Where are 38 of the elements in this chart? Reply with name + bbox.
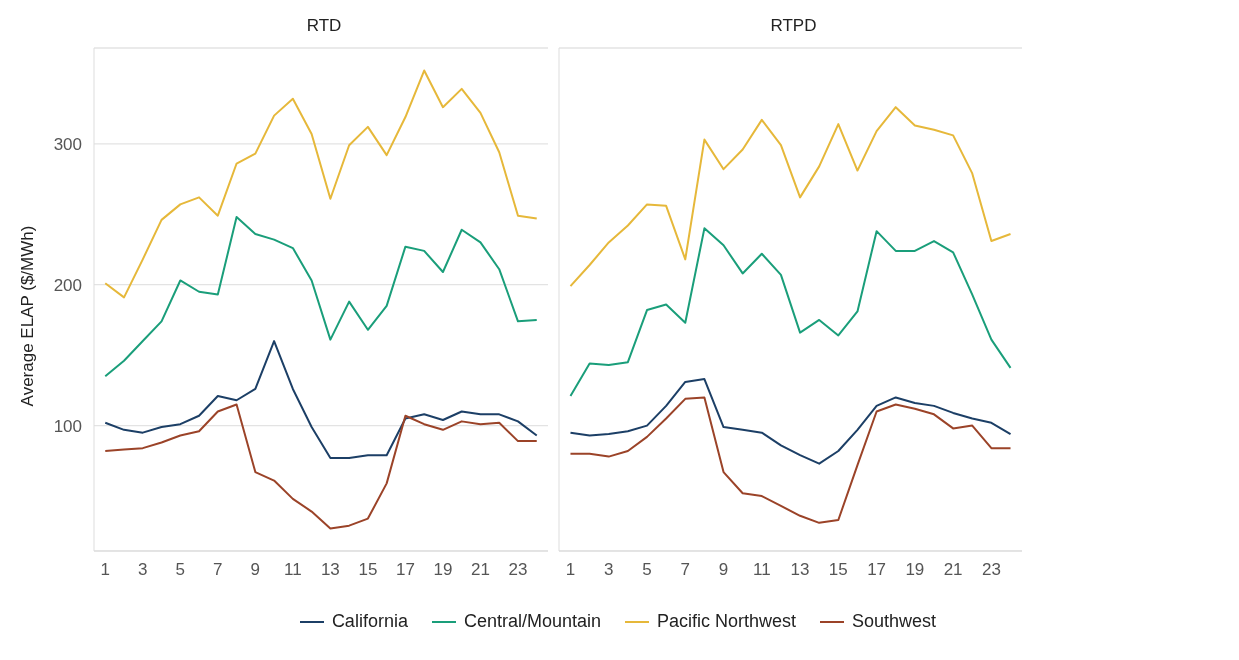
x-tick-label: 5 bbox=[642, 560, 652, 580]
line-series bbox=[104, 216, 538, 378]
y-tick-label: 300 bbox=[53, 134, 82, 154]
x-tick-label: 3 bbox=[138, 560, 148, 580]
legend-label: Pacific Northwest bbox=[657, 611, 797, 632]
x-tick-label: 9 bbox=[250, 560, 261, 580]
x-tick-label: 7 bbox=[680, 560, 691, 580]
x-tick-label: 11 bbox=[752, 560, 771, 580]
x-tick-label: 5 bbox=[175, 560, 186, 580]
x-tick-label: 17 bbox=[867, 560, 887, 580]
x-tick-label: 13 bbox=[320, 560, 340, 580]
y-tick-label: 200 bbox=[53, 275, 82, 295]
legend-label: California bbox=[331, 611, 408, 632]
line-series bbox=[104, 69, 538, 299]
x-tick-label: 21 bbox=[471, 560, 490, 580]
chart-title: RTD bbox=[305, 16, 343, 37]
line-series bbox=[104, 403, 538, 530]
x-tick-label: 1 bbox=[100, 560, 110, 580]
x-tick-label: 9 bbox=[718, 560, 729, 580]
x-tick-label: 19 bbox=[433, 560, 453, 580]
x-tick-label: 23 bbox=[508, 560, 528, 580]
x-tick-label: 21 bbox=[943, 560, 963, 580]
x-tick-label: 1 bbox=[565, 560, 576, 580]
x-tick-label: 19 bbox=[905, 560, 925, 580]
x-tick-label: 17 bbox=[395, 560, 415, 580]
x-tick-label: 23 bbox=[981, 560, 1001, 580]
legend-label: Southwest bbox=[852, 611, 937, 632]
x-tick-label: 15 bbox=[358, 560, 378, 580]
chart-title: RTPD bbox=[769, 16, 818, 37]
x-tick-label: 7 bbox=[213, 560, 223, 580]
x-tick-label: 13 bbox=[790, 560, 810, 580]
line-series bbox=[104, 340, 538, 460]
y-tick-label: 100 bbox=[53, 416, 82, 436]
x-tick-label: 11 bbox=[284, 560, 302, 580]
legend-label: Central/Mountain bbox=[463, 611, 601, 632]
y-axis-title: Average ELAP ($/MWh) bbox=[18, 225, 38, 407]
x-tick-label: 15 bbox=[828, 560, 848, 580]
x-tick-label: 3 bbox=[604, 560, 614, 580]
